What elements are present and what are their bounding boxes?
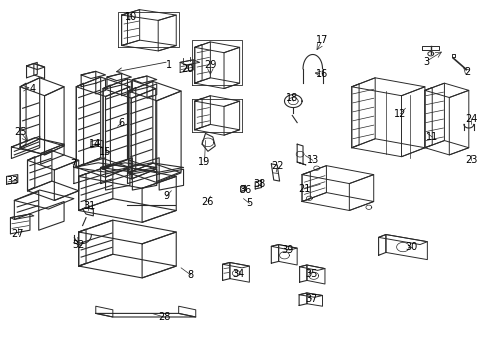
- Text: 5: 5: [246, 198, 252, 208]
- Text: 9: 9: [163, 191, 169, 201]
- Text: 16: 16: [316, 69, 328, 79]
- Text: 3: 3: [422, 57, 428, 67]
- Text: 11: 11: [425, 132, 437, 142]
- Text: 31: 31: [83, 201, 95, 211]
- Text: 28: 28: [158, 312, 170, 322]
- Text: 2: 2: [464, 67, 470, 77]
- Text: 22: 22: [271, 161, 284, 171]
- Text: 29: 29: [204, 60, 216, 70]
- Text: 33: 33: [7, 176, 19, 186]
- Text: 18: 18: [285, 93, 298, 103]
- Text: 10: 10: [125, 12, 137, 22]
- Text: 13: 13: [306, 155, 318, 165]
- Text: 15: 15: [99, 147, 111, 157]
- Text: 30: 30: [405, 242, 417, 252]
- Text: 17: 17: [316, 35, 328, 45]
- Text: 23: 23: [464, 155, 476, 165]
- Text: 34: 34: [232, 269, 244, 279]
- Text: 24: 24: [464, 114, 476, 124]
- Text: 14: 14: [88, 139, 101, 149]
- Text: 6: 6: [118, 118, 124, 128]
- Text: 21: 21: [297, 184, 309, 194]
- Text: 8: 8: [187, 270, 194, 280]
- Text: 32: 32: [72, 239, 85, 249]
- Text: 39: 39: [281, 245, 293, 255]
- Text: 37: 37: [305, 294, 317, 304]
- Text: 7: 7: [70, 159, 76, 169]
- Text: 1: 1: [165, 60, 172, 70]
- Text: 12: 12: [393, 109, 406, 119]
- Text: 20: 20: [181, 64, 193, 74]
- Text: 36: 36: [239, 185, 251, 195]
- Text: 27: 27: [12, 229, 24, 239]
- Text: 35: 35: [305, 269, 317, 279]
- Text: 25: 25: [14, 127, 26, 136]
- Text: 38: 38: [252, 179, 264, 189]
- Text: 26: 26: [202, 197, 214, 207]
- Text: 4: 4: [29, 84, 35, 94]
- Text: 19: 19: [198, 157, 210, 167]
